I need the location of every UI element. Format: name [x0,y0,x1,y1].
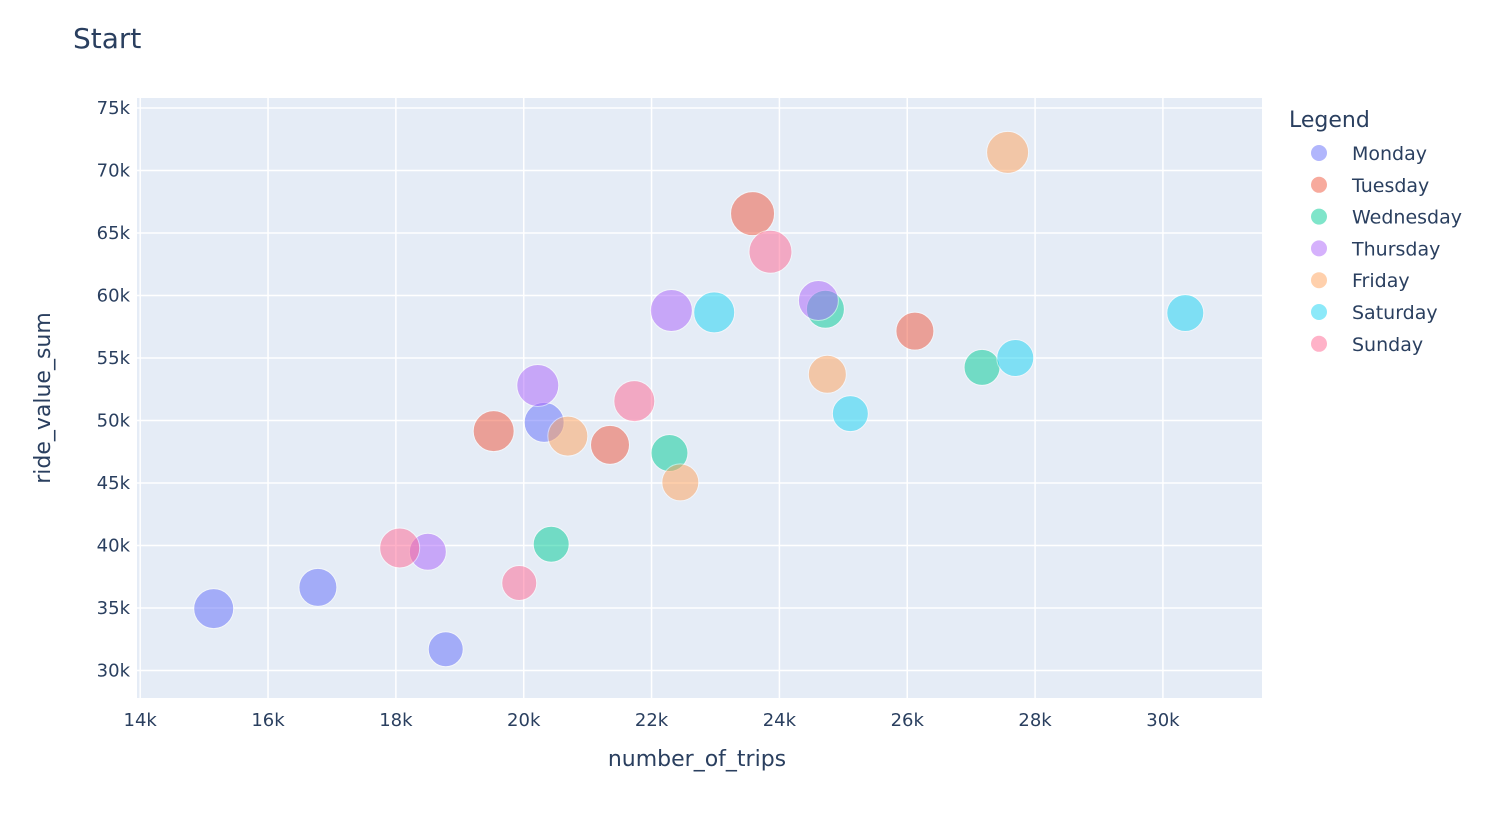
data-point-friday [807,354,847,394]
y-tick-label: 45k [97,473,131,494]
y-axis-title: ride_value_sum [31,312,56,484]
data-point-saturday [693,291,736,334]
data-point-tuesday [730,191,776,237]
legend-label: Friday [1352,270,1410,292]
x-tick-label: 30k [1146,710,1180,731]
data-point-monday [193,588,235,630]
x-axis-title: number_of_trips [608,747,786,772]
data-point-friday [986,130,1030,174]
data-point-tuesday [590,424,631,465]
y-tick-label: 60k [97,286,131,307]
legend-marker [1311,304,1327,320]
x-axis-ticks: 14k 16k 18k 20k 22k 24k 26k 28k 30k [124,710,1181,731]
y-tick-label: 65k [97,223,131,244]
y-tick-label: 35k [97,598,131,619]
y-tick-label: 75k [97,98,131,119]
data-point-tuesday [472,410,515,453]
legend-item-wednesday[interactable]: Wednesday [1311,207,1462,229]
data-point-sunday [501,565,538,601]
legend: Legend Monday Tuesday Wednesday Thursday Fri… [1289,108,1462,356]
x-tick-label: 16k [251,710,285,731]
x-tick-label: 26k [891,710,925,731]
data-points [193,130,1205,668]
grid-lines [137,98,1262,698]
y-tick-label: 40k [97,536,131,557]
legend-items: Monday Tuesday Wednesday Thursday Friday Satu… [1311,143,1462,356]
data-point-saturday [831,395,869,433]
data-point-tuesday [895,311,935,351]
data-point-sunday [613,380,656,423]
legend-label: Saturday [1352,302,1438,324]
data-point-sunday [748,229,793,274]
legend-label: Monday [1352,143,1427,165]
data-point-thursday [649,289,693,332]
data-point-thursday [516,364,560,407]
legend-label: Sunday [1352,334,1423,356]
y-tick-label: 55k [97,348,131,369]
legend-item-saturday[interactable]: Saturday [1311,302,1438,324]
chart-title: Start [73,22,141,55]
y-tick-label: 30k [97,661,131,682]
x-tick-label: 28k [1018,710,1052,731]
legend-item-tuesday[interactable]: Tuesday [1311,175,1429,197]
data-point-friday [547,415,589,457]
legend-marker [1311,208,1327,225]
data-point-sunday [379,527,421,569]
y-tick-label: 70k [97,161,131,182]
data-point-saturday [1166,294,1205,332]
y-axis-ticks: 30k 35k 40k 45k 50k 55k 60k 65k 70k 75k [97,98,131,682]
data-point-monday [427,631,464,668]
legend-item-friday[interactable]: Friday [1311,270,1410,292]
legend-marker [1311,176,1327,193]
legend-item-sunday[interactable]: Sunday [1311,334,1423,356]
y-tick-label: 50k [97,411,131,432]
data-point-friday [661,463,700,502]
data-point-thursday [797,280,839,321]
legend-label: Wednesday [1352,207,1462,229]
legend-item-thursday[interactable]: Thursday [1311,238,1440,260]
legend-marker [1311,335,1327,352]
x-tick-label: 14k [124,710,158,731]
data-point-wednesday [963,348,1001,386]
data-point-monday [298,567,338,607]
data-point-wednesday [532,525,570,563]
legend-marker [1311,145,1327,161]
legend-marker [1311,272,1327,289]
legend-label: Tuesday [1351,175,1429,197]
legend-marker [1311,240,1327,257]
legend-item-monday[interactable]: Monday [1311,143,1427,165]
data-point-saturday [996,339,1035,377]
legend-label: Thursday [1351,238,1440,260]
x-tick-label: 18k [379,710,413,731]
x-tick-label: 24k [763,710,797,731]
x-tick-label: 20k [507,710,541,731]
legend-title: Legend [1289,108,1370,133]
x-tick-label: 22k [635,710,669,731]
